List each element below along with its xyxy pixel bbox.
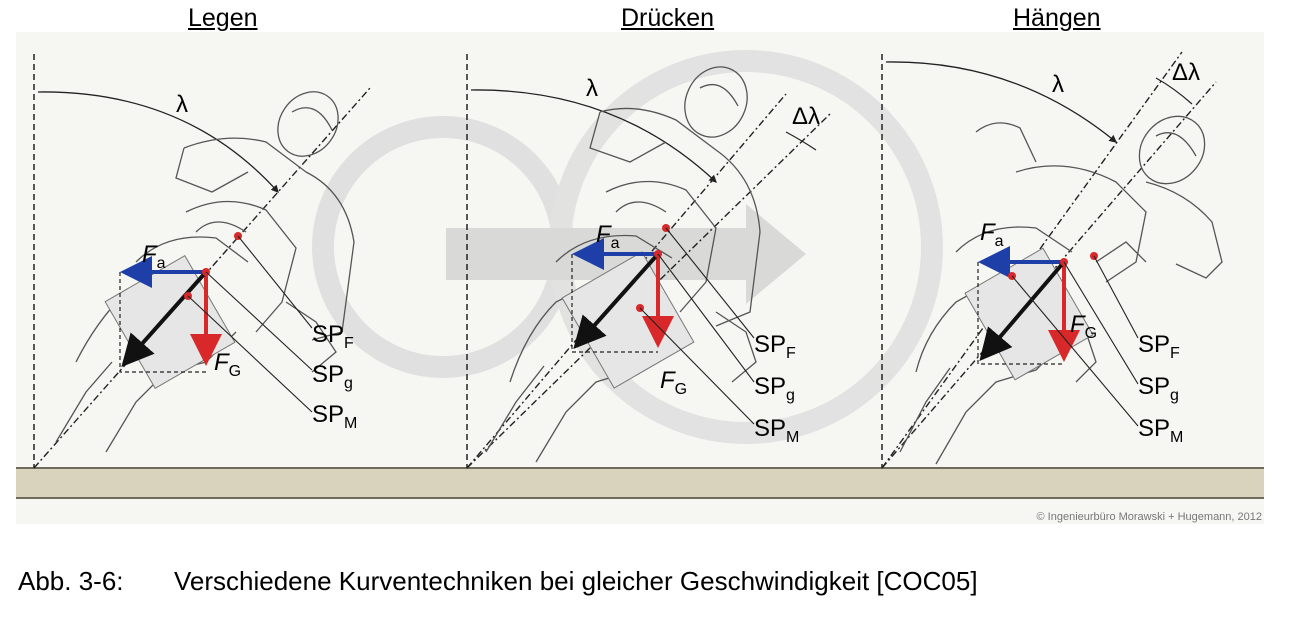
lambda-label: λ bbox=[586, 75, 598, 102]
panel-title-legen: Legen bbox=[188, 4, 258, 32]
rider-sketch bbox=[485, 66, 761, 463]
force-construction-box bbox=[977, 262, 1064, 365]
spg-label: SPg bbox=[312, 361, 353, 392]
spm-label: SPM bbox=[312, 401, 357, 432]
fa-label: Fa bbox=[142, 241, 166, 272]
spm-label: SPM bbox=[1138, 415, 1183, 446]
lambda-label: λ bbox=[1052, 71, 1064, 98]
spg-label: SPg bbox=[754, 373, 795, 404]
lean-axis-line bbox=[33, 87, 371, 469]
figure-caption: Abb. 3-6: Verschiedene Kurventechniken be… bbox=[18, 566, 978, 597]
force-construction-box bbox=[571, 254, 658, 353]
spm-label: SPM bbox=[754, 415, 799, 446]
caption-text: Verschiedene Kurventechniken bei gleiche… bbox=[174, 566, 978, 596]
rider-sketch bbox=[899, 115, 1223, 465]
resultant-force-arrow bbox=[979, 260, 1066, 362]
delta-lambda-label: Δλ bbox=[1172, 59, 1200, 86]
spg-label: SPg bbox=[1138, 373, 1179, 404]
panel-title-haengen: Hängen bbox=[1013, 4, 1101, 32]
lean-axis-line bbox=[466, 113, 831, 469]
fa-label: Fa bbox=[596, 221, 620, 252]
delta-lambda-label: Δλ bbox=[792, 103, 820, 130]
delta-lambda-arc bbox=[785, 131, 817, 151]
road-surface bbox=[16, 467, 1264, 499]
fa-label: Fa bbox=[980, 219, 1004, 250]
lambda-arc bbox=[885, 61, 1118, 143]
lambda-arc bbox=[37, 91, 279, 193]
panel-title-druecken: Drücken bbox=[621, 4, 715, 32]
lambda-arc bbox=[470, 89, 717, 183]
fg-label: FG bbox=[660, 367, 687, 398]
resultant-force-arrow bbox=[573, 252, 660, 349]
panel-druecken: λ Δλ Fa FG SPF SPg SPM bbox=[466, 54, 831, 469]
spf-label: SPF bbox=[1138, 331, 1180, 362]
copyright-notice: © Ingenieurbüro Morawski + Hugemann, 201… bbox=[1037, 511, 1262, 523]
cornering-technique-figure: λ Fa FG SPF bbox=[16, 32, 1264, 524]
fg-label: FG bbox=[1070, 311, 1097, 342]
spf-label: SPF bbox=[312, 321, 354, 352]
spf-label: SPF bbox=[754, 331, 796, 362]
force-construction-box bbox=[119, 272, 208, 373]
panel-haengen: λ Δλ Fa FG SPF SPg SPM bbox=[881, 51, 1223, 469]
resultant-force-arrow bbox=[121, 270, 208, 367]
delta-lambda-arc bbox=[1155, 77, 1193, 105]
panel-legen: λ Fa FG SPF bbox=[33, 54, 371, 469]
caption-number: Abb. 3-6: bbox=[18, 566, 124, 596]
watermark-logo bbox=[312, 50, 943, 444]
fg-label: FG bbox=[214, 349, 241, 380]
lambda-label: λ bbox=[176, 91, 188, 118]
